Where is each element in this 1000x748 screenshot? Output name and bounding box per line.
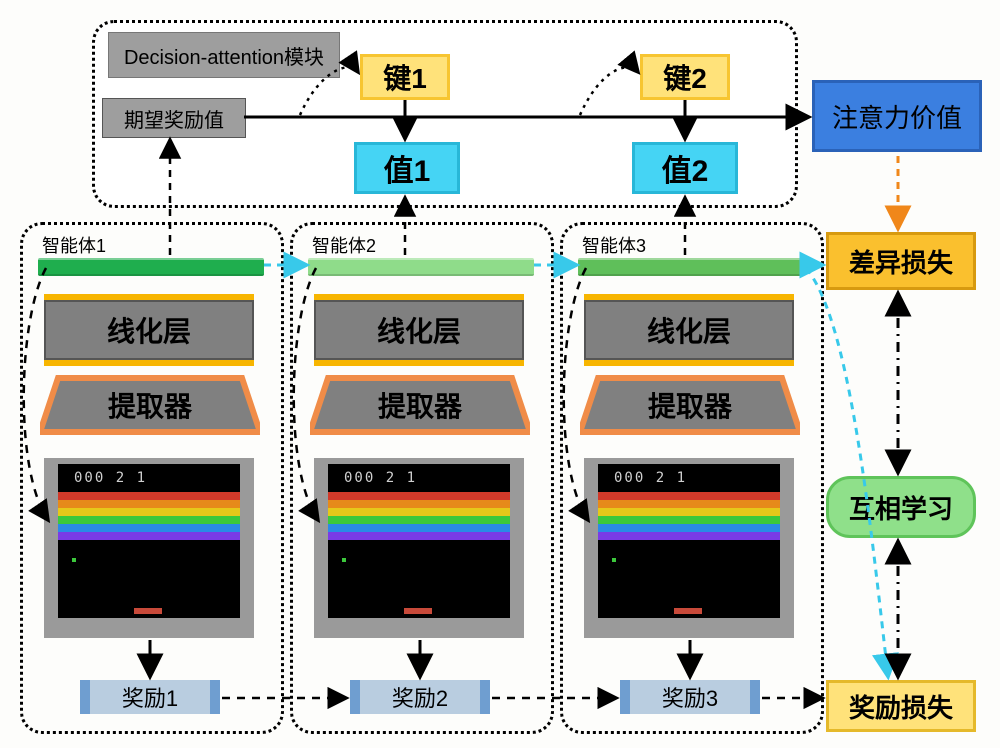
- game-screen-2: 000 2 1: [314, 458, 524, 638]
- agent-2-bar: [308, 258, 534, 276]
- svg-text:000 2 1: 000 2 1: [74, 470, 147, 486]
- diagram-stage: Decision-attention模块 期望奖励值 键1 键2 值1 值2 注…: [0, 0, 1000, 748]
- agent-2-label: 智能体2: [312, 232, 376, 258]
- attention-value: 注意力价值: [812, 80, 982, 152]
- mutual-learning: 互相学习: [826, 476, 976, 538]
- value-2: 值2: [632, 142, 738, 194]
- game-screen-1: 000 2 1: [44, 458, 254, 638]
- diff-loss: 差异损失: [826, 232, 976, 290]
- agent-3-label: 智能体3: [582, 232, 646, 258]
- extractor-1: 提取器: [40, 374, 260, 436]
- reward-1: 奖励1: [80, 680, 220, 714]
- extractor-2: 提取器: [310, 374, 530, 436]
- extractor-3-label: 提取器: [580, 374, 800, 436]
- extractor-2-label: 提取器: [310, 374, 530, 436]
- reward-3: 奖励3: [620, 680, 760, 714]
- reward-loss: 奖励损失: [826, 680, 976, 732]
- linear-layer-2: 线化层: [314, 294, 524, 366]
- key-2: 键2: [640, 54, 730, 100]
- game-screen-3: 000 2 1: [584, 458, 794, 638]
- expected-reward-box: 期望奖励值: [102, 98, 246, 138]
- agent-3-bar: [578, 258, 804, 276]
- agent-1-label: 智能体1: [42, 232, 106, 258]
- linear-layer-1: 线化层: [44, 294, 254, 366]
- svg-text:000 2 1: 000 2 1: [614, 470, 687, 486]
- reward-2: 奖励2: [350, 680, 490, 714]
- value-1: 值1: [354, 142, 460, 194]
- extractor-1-label: 提取器: [40, 374, 260, 436]
- linear-layer-3: 线化层: [584, 294, 794, 366]
- svg-text:000 2 1: 000 2 1: [344, 470, 417, 486]
- agent-1-bar: [38, 258, 264, 276]
- module-title: Decision-attention模块: [108, 32, 340, 78]
- extractor-3: 提取器: [580, 374, 800, 436]
- key-1: 键1: [360, 54, 450, 100]
